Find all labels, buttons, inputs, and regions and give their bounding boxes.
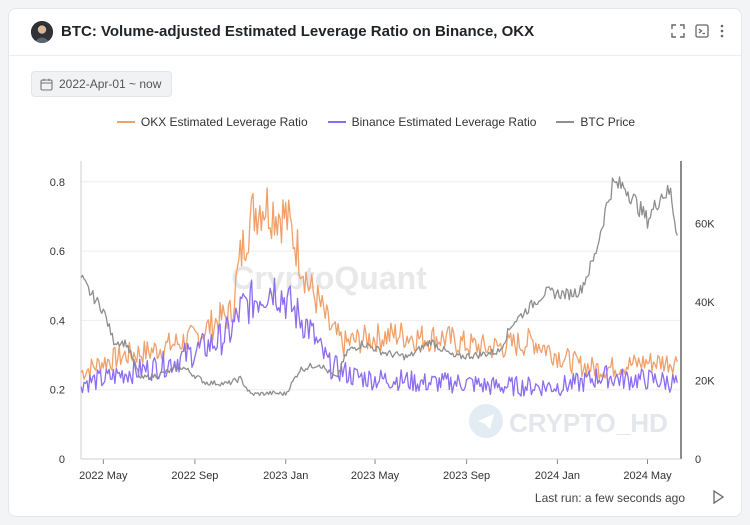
- x-tick-label: 2023 May: [351, 470, 400, 482]
- series-layer: [80, 176, 678, 397]
- fullscreen-icon[interactable]: [669, 22, 687, 40]
- x-tick-label: 2023 Sep: [443, 470, 490, 482]
- x-tick-label: 2023 Jan: [263, 470, 308, 482]
- axis-layer: 0 0.2 0.4 0.6 0.8 0 20K 40K 60K 2022 May 2022 Sep 2…: [50, 161, 715, 482]
- card-header: BTC: Volume-adjusted Estimated Leverage …: [9, 9, 741, 56]
- more-vertical-icon[interactable]: [713, 22, 731, 40]
- legend-item-btc[interactable]: BTC Price: [556, 115, 635, 129]
- legend-label-btc: BTC Price: [580, 115, 636, 129]
- x-tick-label: 2022 May: [79, 470, 128, 482]
- y-right-tick-label: 40K: [695, 297, 715, 309]
- y-left-tick-label: 0.2: [50, 385, 65, 397]
- x-tick-label: 2024 May: [623, 470, 672, 482]
- y-left-tick-label: 0: [59, 454, 65, 466]
- avatar: [31, 21, 53, 43]
- avatar-icon: [31, 21, 53, 43]
- date-range-filter[interactable]: 2022-Apr-01 ~ now: [31, 71, 173, 97]
- legend-swatch-okx: [116, 121, 135, 123]
- chart-legend: OKX Estimated Leverage Ratio Binance Est…: [9, 115, 743, 129]
- watermark-corner: CRYPTO_HD: [509, 408, 668, 438]
- x-tick-label: 2024 Jan: [535, 470, 580, 482]
- calendar-icon: [40, 78, 53, 91]
- y-right-tick-label: 20K: [695, 376, 715, 388]
- y-left-tick-label: 0.8: [50, 177, 65, 189]
- series-line-btc-price: [80, 176, 678, 397]
- y-right-tick-label: 60K: [695, 219, 715, 231]
- y-right-tick-label: 0: [695, 454, 701, 466]
- y-left-tick-label: 0.4: [50, 315, 65, 327]
- chart-card: BTC: Volume-adjusted Estimated Leverage …: [8, 8, 742, 517]
- console-icon[interactable]: [693, 22, 711, 40]
- grid-layer: [81, 181, 681, 391]
- x-tick-label: 2022 Sep: [171, 470, 218, 482]
- series-line-okx: [80, 187, 678, 380]
- series-line-binance: [80, 277, 678, 397]
- legend-swatch-binance: [327, 121, 346, 123]
- telegram-plane-shape: [478, 414, 494, 429]
- legend-label-binance: Binance Estimated Leverage Ratio: [351, 115, 537, 129]
- legend-item-binance[interactable]: Binance Estimated Leverage Ratio: [327, 115, 537, 129]
- watermark-layer: CryptoQuant CRYPTO_HD: [231, 260, 668, 438]
- legend-label-okx: OKX Estimated Leverage Ratio: [140, 115, 308, 129]
- legend-swatch-btc: [556, 121, 575, 123]
- legend-item-okx[interactable]: OKX Estimated Leverage Ratio: [116, 115, 308, 129]
- y-left-tick-label: 0.6: [50, 246, 65, 258]
- watermark-center: CryptoQuant: [231, 260, 427, 296]
- page-title: BTC: Volume-adjusted Estimated Leverage …: [61, 23, 535, 40]
- date-range-label: 2022-Apr-01 ~ now: [59, 77, 162, 91]
- last-run-status: Last run: a few seconds ago: [534, 491, 685, 505]
- play-icon[interactable]: [711, 489, 725, 505]
- line-chart: CryptoQuant CRYPTO_HD 0 0.2 0.4 0.6 0.8 0 20K 4…: [50, 161, 715, 482]
